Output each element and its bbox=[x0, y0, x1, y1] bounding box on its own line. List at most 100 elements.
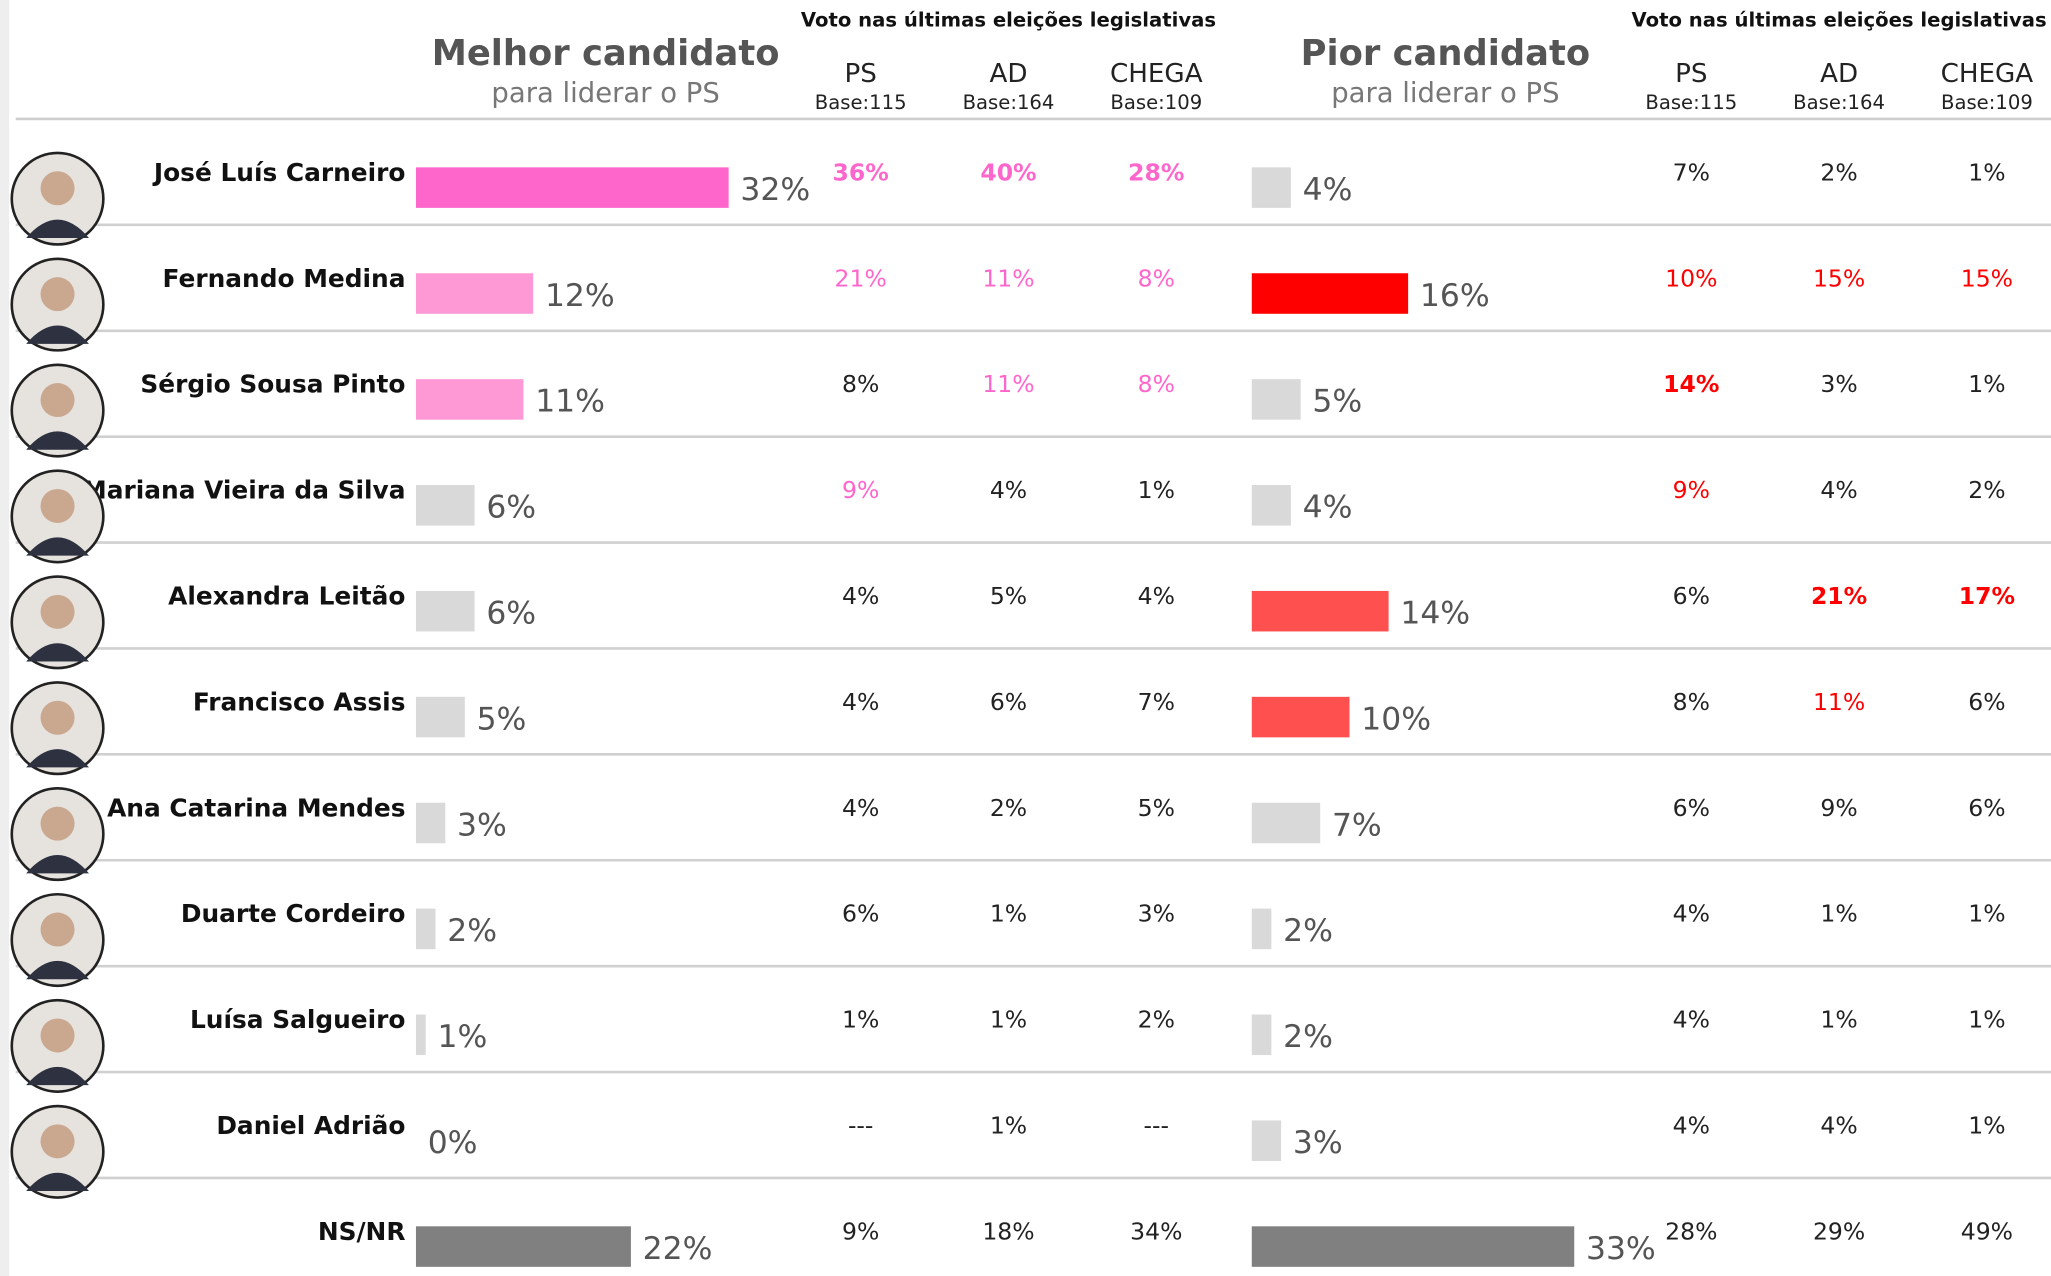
panel-subtitle: para liderar o PS bbox=[1331, 78, 1559, 109]
avatar-body bbox=[26, 325, 89, 344]
avatar-head bbox=[40, 171, 75, 206]
breakdown-cell: 1% bbox=[1968, 1111, 2005, 1139]
breakdown-cell: 4% bbox=[990, 476, 1027, 504]
avatar-head bbox=[40, 594, 75, 629]
breakdown-cell: 49% bbox=[1961, 1217, 2013, 1245]
bar-label: 10% bbox=[1361, 701, 1431, 737]
avatar-head bbox=[40, 806, 75, 841]
bar-label: 2% bbox=[447, 913, 497, 949]
breakdown-cell: 1% bbox=[842, 1006, 879, 1034]
breakdown-cell: 1% bbox=[1968, 1006, 2005, 1034]
avatar-head bbox=[40, 1018, 75, 1053]
candidate-name: Duarte Cordeiro bbox=[181, 899, 406, 928]
breakdown-cell: 4% bbox=[1820, 476, 1857, 504]
avatar-body bbox=[26, 537, 89, 556]
candidate-name: Fernando Medina bbox=[163, 264, 406, 293]
breakdown-cell: 28% bbox=[1665, 1217, 1717, 1245]
avatar-body bbox=[26, 219, 89, 238]
breakdown-cell: 29% bbox=[1813, 1217, 1865, 1245]
bar bbox=[415, 273, 534, 314]
bar-label: 5% bbox=[1312, 384, 1362, 420]
breakdown-cell: 2% bbox=[1968, 476, 2005, 504]
bar-label: 6% bbox=[486, 595, 536, 631]
breakdown-cell: 1% bbox=[990, 1111, 1027, 1139]
avatar-head bbox=[40, 1124, 75, 1159]
avatar-body bbox=[26, 855, 89, 874]
bar-label: 4% bbox=[1303, 172, 1353, 208]
column-base: Base:115 bbox=[1645, 91, 1737, 114]
breakdown-cell: 28% bbox=[1128, 158, 1184, 186]
avatar-body bbox=[26, 431, 89, 450]
breakdown-cell: 4% bbox=[1673, 1111, 1710, 1139]
bar-label: 33% bbox=[1586, 1231, 1656, 1267]
breakdown-cell: 8% bbox=[1673, 688, 1710, 716]
avatar-body bbox=[26, 643, 89, 662]
avatar-head bbox=[40, 277, 75, 312]
bar bbox=[415, 802, 446, 844]
breakdown-cell: 4% bbox=[1673, 1006, 1710, 1034]
candidate-name: José Luís Carneiro bbox=[152, 158, 406, 187]
bar bbox=[415, 167, 729, 208]
avatar bbox=[10, 469, 105, 564]
breakdown-cell: 1% bbox=[990, 900, 1027, 928]
candidate-name: Daniel Adrião bbox=[216, 1111, 405, 1140]
candidate-name: Ana Catarina Mendes bbox=[107, 793, 405, 822]
bar-label: 22% bbox=[643, 1231, 713, 1267]
bar bbox=[415, 908, 436, 950]
breakdown-cell: 34% bbox=[1130, 1217, 1182, 1245]
breakdown-cell: 8% bbox=[1138, 264, 1175, 292]
column-name: CHEGA bbox=[1941, 59, 2034, 89]
breakdown-cell: 1% bbox=[1820, 900, 1857, 928]
bar bbox=[1251, 802, 1321, 844]
breakdown-cell: 18% bbox=[982, 1217, 1034, 1245]
panel-subtitle: para liderar o PS bbox=[491, 78, 719, 109]
bar bbox=[415, 485, 475, 526]
avatar bbox=[10, 681, 105, 776]
breakdown-cell: 9% bbox=[1673, 476, 1710, 504]
avatar-body bbox=[26, 1172, 89, 1192]
bar-label: 32% bbox=[740, 172, 810, 208]
breakdown-cell: 4% bbox=[1138, 582, 1175, 610]
breakdown-cell: 5% bbox=[990, 582, 1027, 610]
breakdown-cell: 6% bbox=[1673, 794, 1710, 822]
column-name: PS bbox=[845, 59, 877, 89]
breakdown-cell: --- bbox=[848, 1111, 873, 1139]
bar-label: 0% bbox=[428, 1125, 478, 1161]
candidate-name: NS/NR bbox=[318, 1217, 406, 1246]
breakdown-cell: 2% bbox=[1820, 158, 1857, 186]
avatar-head bbox=[40, 488, 75, 523]
bar-label: 12% bbox=[545, 278, 615, 314]
avatar bbox=[10, 575, 105, 670]
breakdown-cell: 1% bbox=[1968, 158, 2005, 186]
bar bbox=[1251, 1120, 1282, 1161]
avatar bbox=[10, 363, 105, 458]
bar-label: 3% bbox=[1293, 1125, 1343, 1161]
breakdown-cell: 7% bbox=[1673, 158, 1710, 186]
breakdown-cell: 10% bbox=[1665, 264, 1717, 292]
bar-label: 11% bbox=[535, 384, 605, 420]
breakdown-cell: 3% bbox=[1138, 900, 1175, 928]
avatar-body bbox=[26, 960, 89, 980]
left-edge bbox=[0, 0, 10, 1276]
breakdown-cell: 9% bbox=[842, 476, 879, 504]
panel-title: Pior candidato bbox=[1301, 33, 1590, 74]
breakdown-cell: 1% bbox=[1820, 1006, 1857, 1034]
candidate-name: Luísa Salgueiro bbox=[190, 1005, 405, 1034]
avatar bbox=[10, 151, 105, 246]
column-base: Base:115 bbox=[815, 91, 907, 114]
breakdown-title: Voto nas últimas eleições legislativas bbox=[1632, 8, 2047, 31]
bar-label: 14% bbox=[1400, 595, 1470, 631]
breakdown-cell: 9% bbox=[1820, 794, 1857, 822]
breakdown-cell: 15% bbox=[1813, 264, 1865, 292]
breakdown-cell: 2% bbox=[990, 794, 1027, 822]
breakdown-cell: 1% bbox=[990, 1006, 1027, 1034]
breakdown-cell: 11% bbox=[982, 370, 1034, 398]
breakdown-cell: 21% bbox=[1811, 582, 1867, 610]
breakdown-cell: 36% bbox=[833, 158, 889, 186]
bar bbox=[415, 696, 465, 738]
avatar bbox=[10, 257, 105, 352]
breakdown-cell: 2% bbox=[1138, 1006, 1175, 1034]
candidate-name: Mariana Vieira da Silva bbox=[82, 476, 405, 505]
candidate-name: Alexandra Leitão bbox=[168, 581, 405, 610]
bar bbox=[1251, 590, 1389, 632]
